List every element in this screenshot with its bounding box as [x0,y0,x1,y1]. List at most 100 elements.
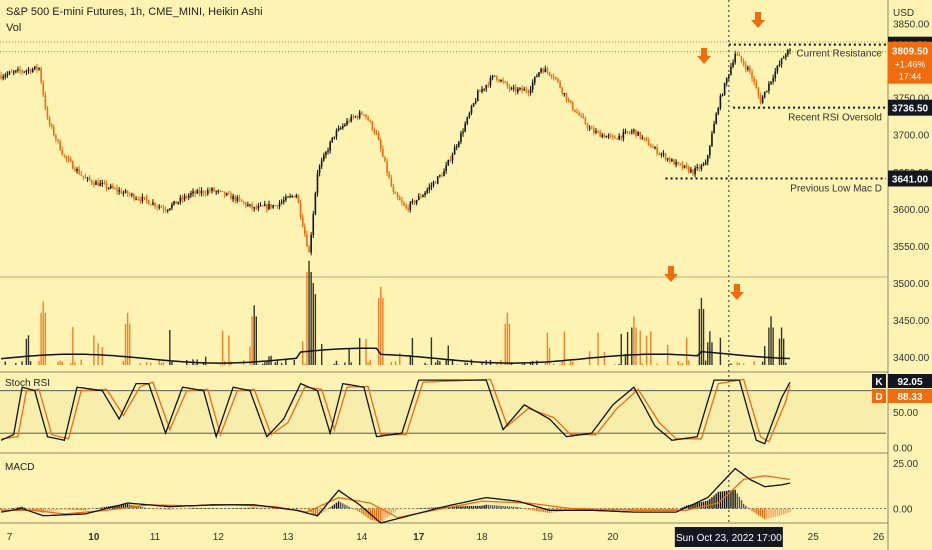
volume-bar [40,312,42,365]
candle-body [55,135,57,140]
candle-body [690,169,692,173]
candle-body [780,58,783,65]
candle-body [259,205,262,207]
candle-body [131,194,133,196]
macd-histogram-bar [95,508,97,509]
volume-bar [656,363,658,365]
candle-body [747,67,749,70]
macd-histogram-bar [31,508,34,511]
candle-body [67,158,70,160]
candle-body [768,83,770,91]
candle-body [392,186,395,193]
macd-histogram-bar [529,508,532,511]
stoch-rsi-pane [0,378,886,445]
macd-histogram-bar [211,508,213,509]
volume-bar [59,360,61,365]
volume-bar [126,312,129,365]
candle-body [219,190,222,192]
macd-histogram-bar [624,508,627,511]
candle-body [740,56,743,62]
macd-histogram-bar [411,508,414,509]
candle-body [230,193,232,200]
candle-body [160,206,163,208]
macd-histogram-bar [361,508,363,514]
candle-body [360,112,363,115]
macd-histogram-bar [329,507,331,509]
macd-histogram-bar [261,508,264,509]
candle-body [263,204,266,207]
volume-bar [409,355,412,365]
candle-body [247,204,249,206]
candle-body [86,177,89,179]
volume-bar [139,363,141,365]
candle-body [692,169,694,175]
candle-body [552,76,555,78]
candle-body [181,197,184,200]
macd-histogram-bar [270,508,272,510]
volume-bar [496,362,498,365]
macd-histogram-bar [251,507,253,509]
candle-body [46,108,49,118]
volume-bars [1,260,791,365]
macd-histogram-bar [171,508,173,510]
macd-histogram-bar [139,506,141,509]
time-axis[interactable]: 7 10 11 12 13 14 17 18 19 20 25 26 Sun Oct 23, 2022 … [7,527,885,547]
candle-body [171,204,173,209]
candle-body [533,76,536,83]
candle-body [481,89,483,92]
macd-histogram-bar [150,508,152,509]
macd-histogram-bar [82,508,85,511]
candle-body [44,94,47,109]
candle-body [409,202,412,210]
key-levels: Current Resistance Recent RSI Oversold Pre… [0,41,886,194]
candle-body [624,131,627,133]
candle-body [721,94,724,96]
macd-histogram-bar [650,508,652,511]
candle-body [696,166,698,168]
macd-histogram-bar [647,508,650,511]
volume-bar [426,364,428,365]
macd-histogram-bar [635,508,637,511]
macd-histogram-bar [255,507,258,509]
macd-histogram-bar [567,508,570,511]
price-tick-label: 3500.00 [893,279,930,290]
volume-bar [698,308,701,365]
macd-histogram-bar [474,505,477,509]
candle-body [529,89,532,94]
volume-bar [29,361,32,365]
candle-body [601,134,604,137]
macd-histogram-bar [542,508,544,513]
candle-body [590,127,593,129]
candle-body [316,173,319,194]
volume-bar [464,362,466,365]
macd-histogram-bar [169,508,171,510]
macd-histogram-bar [217,508,220,509]
candle-body [244,202,247,206]
volume-bar [631,327,633,365]
volume-bar [736,362,738,365]
macd-histogram-bar [167,508,169,510]
candle-body [453,147,456,155]
macd-histogram-bar [392,508,395,513]
macd-histogram-bar [363,508,365,516]
volume-bar [635,327,637,365]
volume-bar [669,364,671,365]
candle-body [270,204,272,208]
candle-body [620,135,623,139]
macd-histogram-bar [80,508,82,511]
candle-body [652,147,654,149]
candle-body [502,80,504,82]
volume-bar [768,327,770,365]
macd-histogram-bar [405,508,407,510]
macd-histogram-bar [531,508,534,511]
candle-body [192,191,194,194]
volume-bar [129,323,131,365]
candle-body [597,131,599,133]
candle-body [320,160,323,167]
volume-bar [321,343,323,365]
price-axis[interactable]: 3850.003750.003700.003650.003600.003550.… [872,20,932,516]
macd-histogram-bar [654,508,656,511]
candle-body [512,87,515,89]
macd-histogram-bar [337,501,340,509]
